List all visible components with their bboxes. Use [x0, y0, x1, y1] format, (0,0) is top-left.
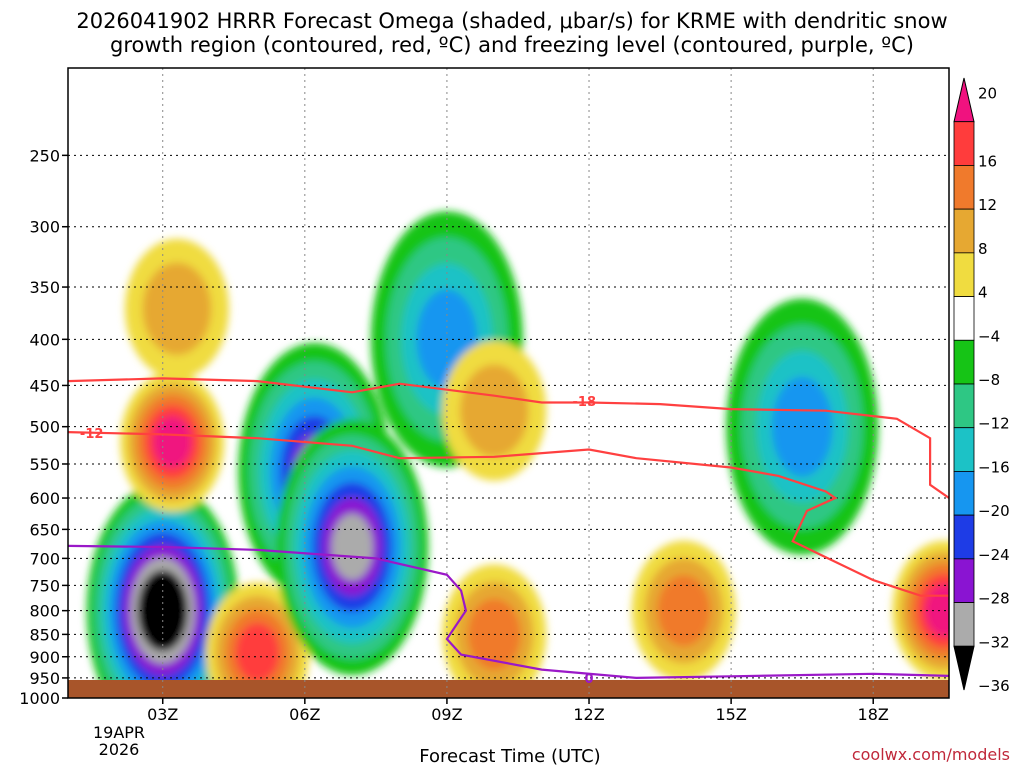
omega-band-0-8	[145, 582, 181, 639]
y-tick-label-300: 300	[29, 218, 60, 237]
colorbar-swatch-8	[953, 427, 975, 472]
x-axis-label: Forecast Time (UTC)	[419, 746, 600, 767]
colorbar-cap-top	[953, 77, 975, 123]
contour-line-1	[68, 431, 949, 597]
x-date-label-day: 19APR	[93, 723, 145, 742]
omega-cell-2	[124, 238, 229, 379]
x-tick-label-1: 06Z	[289, 705, 320, 724]
y-tick-label-800: 800	[29, 602, 60, 621]
x-axis: 03Z 06Z 09Z 12Z 15Z 18Z	[147, 698, 889, 724]
colorbar-swatch-2	[953, 165, 975, 210]
omega-cell-10	[726, 298, 879, 555]
colorbar-swatch-10	[953, 514, 975, 560]
colorbar-label-4: 4	[978, 284, 988, 302]
contour-lines: -18 -12 0	[68, 377, 949, 687]
y-tick-label-950: 950	[29, 669, 60, 688]
y-tick-label-700: 700	[29, 549, 60, 568]
colorbar-label-11: −28	[978, 590, 1010, 608]
colorbar-label-12: −32	[978, 633, 1010, 651]
y-tick-label-550: 550	[29, 455, 60, 474]
x-tick-label-0: 03Z	[147, 705, 178, 724]
colorbar-label-3: 8	[978, 240, 988, 258]
x-date-label-year: 2026	[99, 740, 140, 759]
chart-title-line1: 2026041902 HRRR Forecast Omega (shaded, …	[76, 9, 947, 33]
chart-title-line2: growth region (contoured, red, ºC) and f…	[110, 33, 914, 57]
omega-cell-3	[205, 582, 310, 698]
omega-band-5-6	[331, 513, 373, 581]
colorbar-label-13: −36	[978, 677, 1010, 695]
omega-band-1-4	[153, 416, 192, 468]
omega-cell-9	[631, 540, 736, 681]
x-tick-label-2: 09Z	[431, 705, 462, 724]
omega-band-9-2	[657, 575, 711, 647]
y-tick-label-400: 400	[29, 330, 60, 349]
x-tick-label-3: 12Z	[573, 705, 604, 724]
colorbar-label-6: −8	[978, 371, 1000, 389]
x-tick-label-5: 18Z	[858, 705, 889, 724]
omega-cell-7	[442, 340, 547, 481]
colorbar-swatch-9	[953, 471, 975, 516]
colorbar-swatch-7	[953, 383, 975, 429]
plot-area: -18 -12 0	[68, 68, 949, 698]
colorbar-label-9: −20	[978, 502, 1010, 520]
colorbar-swatch-6	[953, 339, 975, 385]
colorbar-swatch-5	[953, 296, 975, 341]
contour-line-2	[68, 544, 949, 680]
y-tick-label-900: 900	[29, 648, 60, 667]
colorbar-label-8: −16	[978, 458, 1010, 476]
colorbar-label-7: −12	[978, 415, 1010, 433]
contour-line-0	[68, 377, 949, 499]
y-tick-label-350: 350	[29, 278, 60, 297]
contour-label-1: -12	[80, 427, 104, 442]
y-axis: 250 300 350 400 450 500 550 600 650 700 750 800 850 9…	[19, 146, 68, 708]
omega-band-3-3	[235, 622, 280, 682]
credit-text: coolwx.com/models	[852, 745, 1010, 764]
x-tick-label-4: 15Z	[715, 705, 746, 724]
contour-label-0: -18	[573, 395, 597, 410]
omega-band-7-1	[459, 364, 529, 457]
y-tick-label-1000: 1000	[19, 689, 60, 708]
colorbar-label-1: 16	[978, 152, 997, 170]
colorbar: 20 16 12 8 4 −4 −8 −12 −16 −20 −24 −28 −32 −36	[953, 77, 1010, 695]
y-tick-label-450: 450	[29, 376, 60, 395]
colorbar-label-2: 12	[978, 196, 997, 214]
y-tick-label-600: 600	[29, 489, 60, 508]
y-tick-label-850: 850	[29, 625, 60, 644]
omega-band-10-3	[771, 376, 833, 477]
omega-cell-1	[120, 372, 225, 513]
colorbar-label-5: −4	[978, 327, 1000, 345]
colorbar-swatch-12	[953, 602, 975, 647]
colorbar-swatch-1	[953, 121, 975, 166]
omega-band-2-1	[142, 262, 212, 355]
colorbar-label-10: −24	[978, 546, 1010, 564]
colorbar-swatch-11	[953, 558, 975, 603]
y-tick-label-650: 650	[29, 520, 60, 539]
colorbar-label-0: 20	[978, 85, 997, 103]
omega-band-11-4	[925, 584, 949, 637]
colorbar-cap-bottom	[953, 645, 975, 691]
y-tick-label-500: 500	[29, 418, 60, 437]
colorbar-swatch-3	[953, 208, 975, 254]
contour-label-2: 0	[584, 672, 593, 687]
colorbar-swatch-4	[953, 252, 975, 297]
plot-frame	[67, 67, 950, 699]
ground-surface	[68, 679, 949, 698]
y-tick-label-250: 250	[29, 146, 60, 165]
y-tick-label-750: 750	[29, 576, 60, 595]
